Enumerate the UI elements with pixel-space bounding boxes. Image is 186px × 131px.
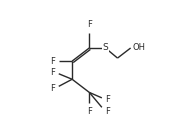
Text: F: F (87, 20, 92, 29)
Text: F: F (105, 107, 110, 116)
Text: OH: OH (133, 43, 146, 53)
Text: F: F (105, 95, 110, 104)
Text: F: F (87, 107, 92, 116)
Text: F: F (50, 68, 55, 77)
Text: F: F (50, 84, 55, 93)
Text: S: S (102, 43, 108, 53)
Text: F: F (50, 57, 55, 66)
